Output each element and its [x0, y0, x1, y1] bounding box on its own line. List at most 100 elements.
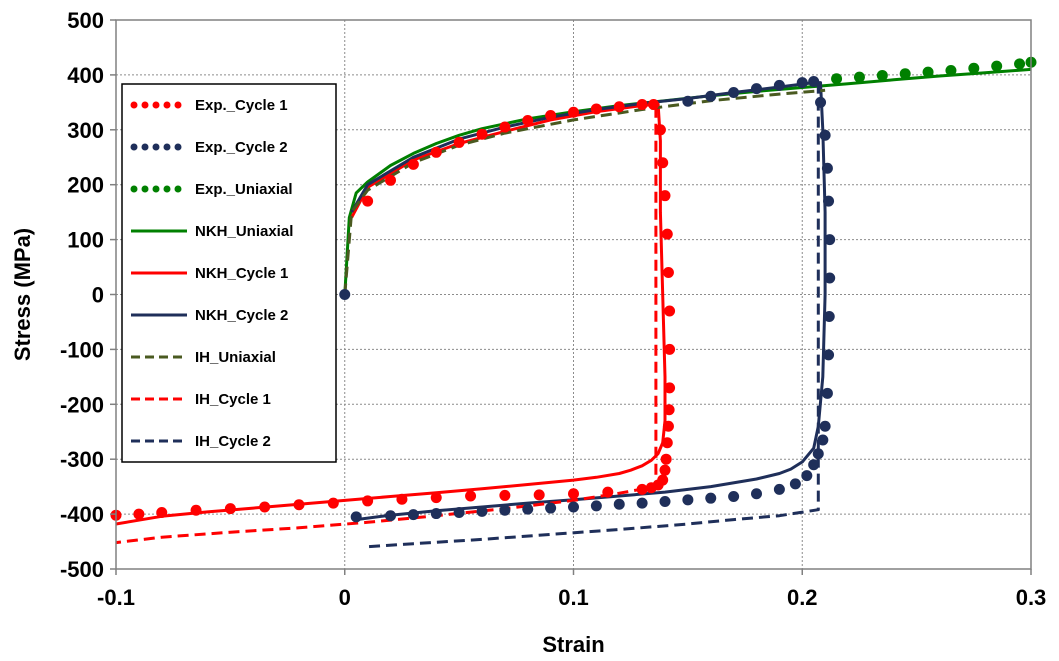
x-tick-label: 0.2	[787, 585, 818, 610]
legend-marker-exp-cycle-1	[130, 101, 138, 109]
data-point	[430, 146, 442, 158]
y-tick-label: -400	[60, 502, 104, 527]
data-point	[1014, 58, 1026, 70]
data-point	[664, 382, 676, 394]
data-point	[899, 68, 911, 80]
data-point	[522, 503, 534, 515]
data-point	[430, 508, 442, 520]
legend-label-ih-uniaxial: IH_Uniaxial	[195, 349, 276, 366]
data-point	[590, 103, 602, 115]
data-point	[499, 504, 511, 516]
data-point	[645, 482, 657, 494]
data-point	[682, 494, 694, 506]
legend-label-ih-cycle-1: IH_Cycle 1	[195, 391, 271, 408]
legend-marker-exp-cycle-2	[141, 143, 149, 151]
legend-marker-exp-cycle-1	[163, 101, 171, 109]
data-point	[224, 503, 236, 515]
y-tick-label: -300	[60, 447, 104, 472]
data-point	[682, 95, 694, 107]
data-point	[789, 478, 801, 490]
x-tick-label: 0.1	[558, 585, 589, 610]
data-point	[568, 488, 579, 500]
legend-label-nkh-cycle-1: NKH_Cycle 1	[195, 265, 288, 282]
data-point	[327, 497, 339, 509]
legend-marker-exp-cycle-2	[130, 143, 138, 151]
data-point	[801, 470, 813, 482]
legend-label-exp-uniaxial: Exp._Uniaxial	[195, 181, 293, 198]
series-line-nkh-cycle-2	[350, 81, 827, 522]
data-point	[817, 434, 829, 446]
data-point	[533, 489, 545, 501]
series-exp-cycle-1	[110, 99, 676, 521]
data-point	[465, 490, 477, 502]
data-point	[660, 453, 672, 465]
data-point	[648, 99, 660, 111]
data-point	[831, 73, 843, 85]
y-tick-label: -100	[60, 337, 104, 362]
series-exp-cycle-2	[339, 75, 836, 523]
y-tick-label: 400	[67, 63, 104, 88]
data-point	[654, 124, 666, 136]
data-point	[823, 349, 835, 361]
data-point	[705, 90, 717, 102]
data-point	[824, 272, 836, 284]
y-tick-label: -500	[60, 557, 104, 582]
data-point	[636, 497, 648, 509]
data-point	[430, 492, 442, 504]
data-point	[385, 510, 396, 522]
data-point	[339, 289, 351, 300]
legend-label-ih-cycle-2: IH_Cycle 2	[195, 433, 271, 450]
series-exp-uniaxial	[831, 56, 1037, 85]
data-point	[499, 489, 511, 501]
series-group	[110, 56, 1037, 549]
data-point	[728, 491, 740, 503]
data-point	[636, 483, 648, 495]
data-point	[476, 128, 488, 140]
data-point	[476, 505, 488, 517]
data-point	[819, 420, 831, 432]
data-point	[545, 502, 557, 514]
data-point	[659, 190, 671, 202]
data-point	[133, 508, 145, 520]
y-tick-label: 500	[67, 8, 104, 33]
data-point	[815, 96, 827, 108]
data-point	[664, 343, 676, 355]
data-point	[823, 310, 835, 322]
data-point	[662, 420, 674, 432]
data-point	[821, 387, 833, 399]
data-point	[751, 488, 762, 500]
legend-marker-exp-uniaxial	[163, 185, 171, 193]
y-tick-label: 300	[67, 118, 104, 143]
x-tick-label: 0	[339, 585, 351, 610]
legend-marker-exp-cycle-2	[163, 143, 171, 151]
data-point	[362, 495, 374, 507]
legend-label-exp-cycle-2: Exp._Cycle 2	[195, 139, 288, 156]
data-point	[407, 158, 419, 170]
data-point	[453, 136, 465, 148]
data-point	[968, 62, 980, 74]
y-tick-label: 100	[67, 228, 104, 253]
data-point	[773, 483, 785, 495]
data-point	[876, 69, 888, 81]
data-point	[396, 493, 408, 505]
axes: -0.1 0 0.1 0.2 0.3 -500 -400 -300 -200 -100 0 100 20…	[60, 8, 1046, 610]
data-point	[156, 506, 168, 518]
data-point	[568, 106, 579, 118]
legend-marker-exp-uniaxial	[174, 185, 182, 193]
legend-marker-exp-cycle-2	[174, 143, 182, 151]
data-point	[602, 486, 614, 498]
legend-marker-exp-cycle-2	[152, 143, 160, 151]
legend-marker-exp-uniaxial	[130, 185, 138, 193]
data-point	[664, 305, 676, 317]
data-point	[293, 499, 305, 511]
data-point	[385, 174, 396, 186]
y-axis-title: Stress (MPa)	[10, 228, 35, 361]
data-point	[823, 195, 835, 207]
data-point	[453, 506, 465, 518]
legend-marker-exp-uniaxial	[152, 185, 160, 193]
data-point	[545, 110, 557, 122]
data-point	[659, 495, 671, 507]
data-point	[613, 101, 625, 113]
data-point	[819, 129, 831, 141]
data-point	[773, 79, 785, 91]
